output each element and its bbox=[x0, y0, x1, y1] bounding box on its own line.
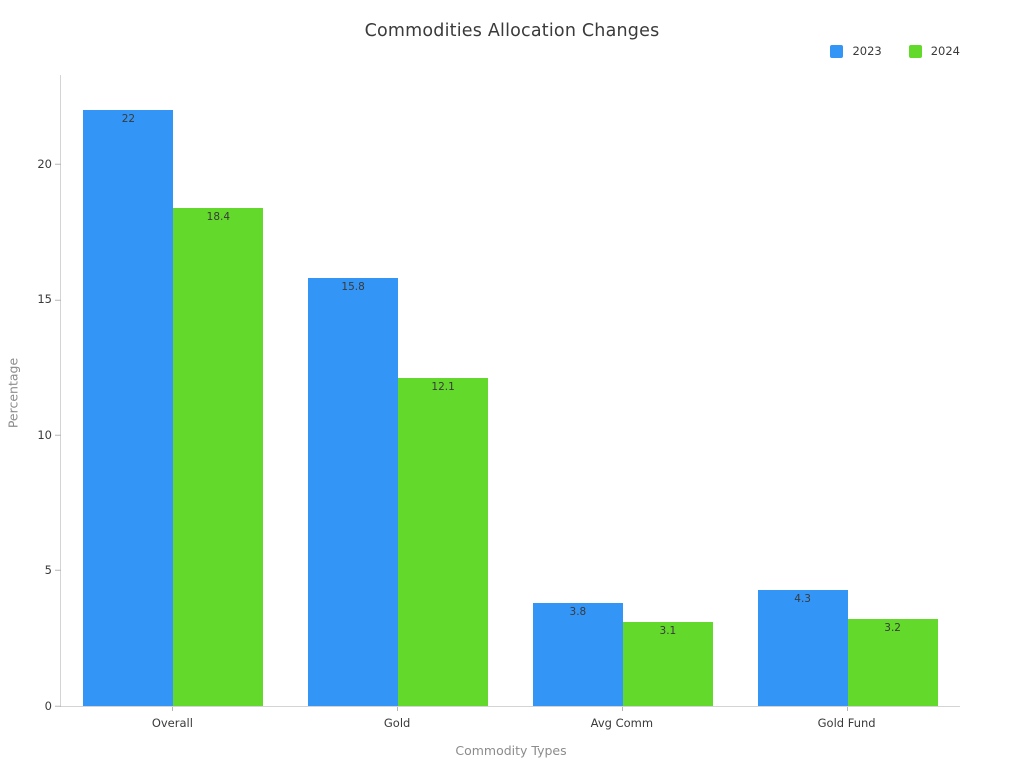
bar-2024-avg-comm: 3.1 bbox=[622, 622, 713, 706]
legend-swatch-2024 bbox=[908, 44, 922, 58]
bar-value-label: 4.3 bbox=[794, 592, 811, 605]
y-tick-label: 0 bbox=[44, 698, 52, 713]
bar-value-label: 3.2 bbox=[884, 622, 901, 635]
bar-2023-avg-comm: 3.8 bbox=[532, 603, 623, 706]
legend-label: 2024 bbox=[930, 44, 960, 58]
y-tick-label: 10 bbox=[37, 427, 52, 442]
y-tick-0: 0 bbox=[45, 700, 61, 712]
y-tick-mark bbox=[55, 299, 61, 301]
bar-2023-gold: 15.8 bbox=[308, 278, 399, 706]
chart-title: Commodities Allocation Changes bbox=[364, 21, 660, 41]
x-axis-title: Commodity Types bbox=[455, 743, 567, 758]
y-tick-20: 20 bbox=[37, 156, 61, 171]
bar-2024-gold-fund: 3.2 bbox=[847, 619, 938, 706]
legend-swatch-2023 bbox=[830, 44, 844, 58]
y-tick-10: 10 bbox=[37, 429, 61, 441]
x-tick-label-overall: Overall bbox=[151, 716, 193, 730]
bar-value-label: 22 bbox=[121, 113, 136, 126]
y-axis-ticks: 0 5 10 15 20 bbox=[37, 75, 960, 711]
legend: 2023 2024 bbox=[830, 44, 960, 58]
bar-value-label: 3.8 bbox=[569, 606, 587, 619]
bar-2024-gold: 12.1 bbox=[398, 378, 489, 706]
legend-label: 2023 bbox=[852, 44, 882, 58]
legend-item-2024: 2024 bbox=[908, 44, 960, 58]
bar-value-label: 18.4 bbox=[206, 210, 231, 223]
bar-2023-gold-fund: 4.3 bbox=[757, 589, 848, 706]
x-tick-label-avg-comm: Avg Comm bbox=[590, 716, 654, 730]
bar-group-avg-comm: 3.8 3.1 bbox=[511, 75, 736, 706]
bar-group-gold-fund: 4.3 3.2 bbox=[735, 75, 960, 706]
legend-item-2023: 2023 bbox=[830, 44, 882, 58]
bar-group-overall: 22 18.4 bbox=[61, 75, 286, 706]
x-tick-mark bbox=[172, 707, 174, 711]
x-axis: Overall Gold Avg Comm Gold Fund bbox=[60, 707, 959, 737]
y-tick-mark bbox=[55, 163, 61, 165]
plot-area: 0 5 10 15 20 22 18.4 15.8 12.1 3.8 3.1 4.3 3.2 bbox=[37, 75, 960, 711]
y-tick-5: 5 bbox=[44, 562, 61, 577]
bar-groups: 22 18.4 15.8 12.1 3.8 3.1 4.3 3.2 bbox=[61, 75, 960, 706]
y-axis-title: Percentage bbox=[5, 357, 21, 429]
bar-value-label: 3.1 bbox=[659, 625, 677, 638]
bar-value-label: 15.8 bbox=[341, 281, 365, 294]
y-tick-15: 15 bbox=[37, 294, 61, 306]
x-tick-mark bbox=[397, 707, 399, 711]
y-tick-mark bbox=[55, 570, 61, 572]
x-tick-mark bbox=[846, 707, 848, 711]
x-tick-mark bbox=[621, 707, 623, 711]
bar-value-label: 12.1 bbox=[431, 381, 455, 394]
x-tick-label-gold: Gold bbox=[383, 716, 411, 730]
y-tick-label: 5 bbox=[44, 562, 52, 577]
bar-2023-overall: 22 bbox=[83, 110, 174, 706]
y-tick-label: 15 bbox=[37, 292, 52, 307]
x-tick-label-gold-fund: Gold Fund bbox=[817, 716, 876, 730]
y-tick-mark bbox=[55, 705, 61, 707]
y-tick-mark bbox=[55, 434, 61, 436]
bar-2024-overall: 18.4 bbox=[173, 207, 264, 706]
y-tick-label: 20 bbox=[37, 156, 52, 171]
bar-group-gold: 15.8 12.1 bbox=[286, 75, 511, 706]
